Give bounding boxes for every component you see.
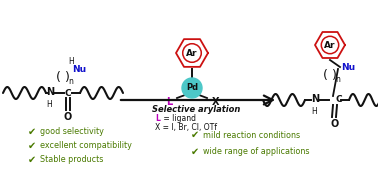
Text: = ligand: = ligand xyxy=(161,114,196,123)
Text: Pd: Pd xyxy=(186,83,198,92)
Text: O: O xyxy=(331,119,339,129)
Text: (: ( xyxy=(322,70,327,83)
Text: wide range of applications: wide range of applications xyxy=(203,148,310,156)
Text: N: N xyxy=(311,94,319,104)
Text: C: C xyxy=(65,89,71,98)
Text: ✔: ✔ xyxy=(28,141,36,151)
Text: excellent compatibility: excellent compatibility xyxy=(40,142,132,151)
Text: Selective arylation: Selective arylation xyxy=(152,105,240,114)
Text: C: C xyxy=(335,96,342,105)
Text: mild reaction conditions: mild reaction conditions xyxy=(203,130,300,139)
Text: ✔: ✔ xyxy=(191,130,199,140)
Text: good selectivity: good selectivity xyxy=(40,127,104,136)
Text: Nu: Nu xyxy=(72,64,86,74)
Text: H: H xyxy=(68,58,74,67)
Text: ): ) xyxy=(65,71,70,84)
Text: N: N xyxy=(46,87,54,97)
Text: X: X xyxy=(212,97,220,107)
Text: L: L xyxy=(155,114,160,123)
Text: O: O xyxy=(64,112,72,122)
Text: L: L xyxy=(166,97,172,107)
Text: Ar: Ar xyxy=(324,40,336,49)
Text: ✔: ✔ xyxy=(28,127,36,137)
Text: H: H xyxy=(311,107,317,116)
Text: Ar: Ar xyxy=(186,49,198,58)
Text: ): ) xyxy=(332,70,336,83)
Text: n: n xyxy=(68,77,73,86)
Text: ✔: ✔ xyxy=(28,155,36,165)
Text: H: H xyxy=(46,100,52,109)
Text: n: n xyxy=(336,76,341,84)
Circle shape xyxy=(182,78,202,98)
Text: Nu: Nu xyxy=(341,62,355,71)
Text: X = I, Br, Cl, OTf: X = I, Br, Cl, OTf xyxy=(155,123,217,132)
Text: (: ( xyxy=(56,71,60,84)
Text: ✔: ✔ xyxy=(191,147,199,157)
Text: Stable products: Stable products xyxy=(40,155,103,164)
